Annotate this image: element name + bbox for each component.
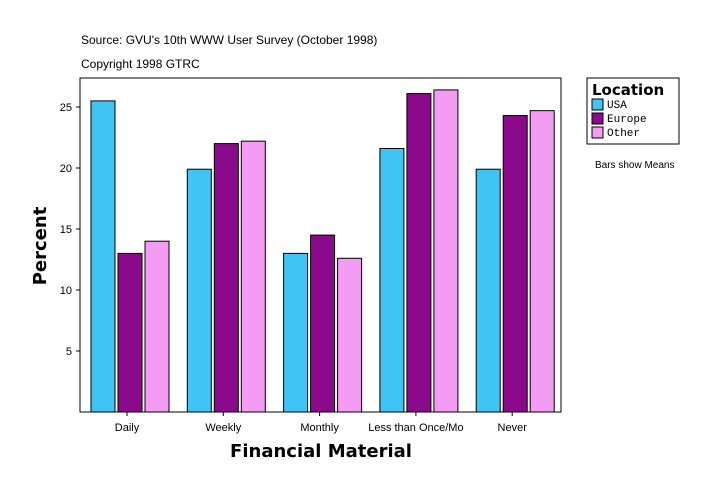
- legend-label: USA: [607, 100, 627, 112]
- y-tick-label: 10: [60, 285, 72, 297]
- bar-europe-3: [406, 93, 432, 413]
- bar-usa-3: [379, 147, 405, 413]
- x-tick-label: Monthly: [300, 422, 339, 434]
- bar-europe-2: [310, 234, 336, 413]
- legend-title: Location: [592, 81, 664, 99]
- y-axis-title: Percent: [30, 206, 51, 285]
- x-tick-label: Daily: [115, 422, 140, 434]
- legend-swatch-usa: [591, 98, 604, 111]
- bar-other-2: [337, 257, 363, 413]
- bar-other-3: [433, 89, 459, 413]
- copyright-text: Copyright 1998 GTRC: [81, 57, 200, 71]
- legend-label: Other: [607, 128, 640, 140]
- x-tick-label: Never: [498, 422, 528, 434]
- bar-usa-4: [475, 168, 501, 413]
- y-tick-label: 20: [60, 163, 72, 175]
- y-tick-label: 15: [60, 224, 72, 236]
- bar-usa-1: [186, 168, 212, 413]
- y-tick-label: 25: [60, 102, 72, 114]
- bar-other-4: [529, 110, 555, 413]
- bar-usa-2: [283, 252, 309, 413]
- bar-europe-4: [502, 115, 528, 413]
- bar-europe-0: [117, 252, 143, 413]
- y-tick-label: 5: [66, 346, 72, 358]
- x-tick-label: Weekly: [205, 422, 241, 434]
- legend-label: Europe: [607, 114, 647, 126]
- bar-usa-0: [90, 100, 116, 413]
- x-axis-title: Financial Material: [230, 441, 412, 462]
- bar-other-0: [144, 240, 170, 413]
- source-text: Source: GVU's 10th WWW User Survey (Octo…: [81, 33, 377, 47]
- legend: Location USA Europe Other: [586, 77, 680, 145]
- legend-swatch-other: [591, 126, 604, 139]
- bar-europe-1: [213, 143, 239, 413]
- note-text: Bars show Means: [595, 160, 674, 171]
- bar-other-1: [240, 140, 266, 413]
- x-tick-label: Less than Once/Mo: [368, 422, 463, 434]
- legend-swatch-europe: [591, 112, 604, 125]
